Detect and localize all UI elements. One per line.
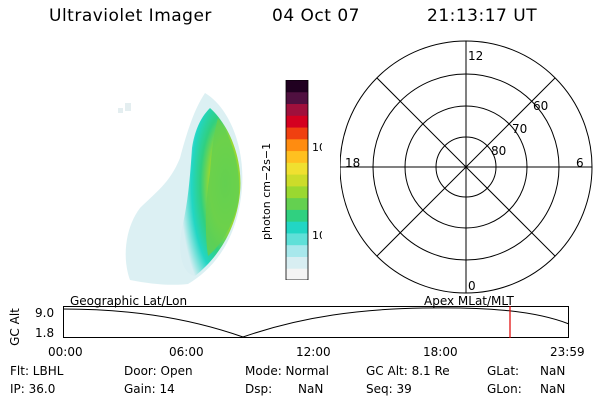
info-dsp-label: Dsp: bbox=[245, 382, 273, 396]
info-gc-alt: GC Alt: 8.1 Re bbox=[366, 364, 450, 378]
info-ip: IP: 36.0 bbox=[10, 382, 56, 396]
colorbar-segment bbox=[286, 221, 308, 234]
altitude-curve bbox=[63, 307, 570, 338]
info-flt: Flt: LBHL bbox=[10, 364, 64, 378]
timeline-y-top: 9.0 bbox=[35, 306, 55, 320]
colorbar-segment bbox=[286, 197, 308, 210]
colorbar-segment bbox=[286, 80, 308, 93]
colorbar-segment bbox=[286, 185, 308, 199]
observation-date: 04 Oct 07 bbox=[272, 6, 360, 26]
polar-label-0: 0 bbox=[468, 279, 476, 293]
polar-label-lat-70: 70 bbox=[512, 122, 527, 136]
timeline-x-tick-4: 23:59 bbox=[550, 345, 585, 359]
info-glat-value: NaN bbox=[540, 364, 566, 378]
instrument-title: Ultraviolet Imager bbox=[49, 6, 212, 26]
colorbar-segment bbox=[286, 268, 308, 280]
timeline-x-tick-3: 18:00 bbox=[423, 345, 458, 359]
colorbar-segment bbox=[286, 127, 308, 140]
colorbar: photon cm−2s−1 100 10 bbox=[262, 80, 322, 280]
timeline-x-tick-2: 12:00 bbox=[296, 345, 331, 359]
timeline-left-caption: Geographic Lat/Lon bbox=[70, 294, 188, 308]
timeline-axis-label: GC Alt bbox=[7, 308, 22, 346]
colorbar-tick-10: 10 bbox=[312, 229, 322, 242]
colorbar-segment bbox=[286, 150, 308, 163]
polar-diagonal-2 bbox=[376, 77, 556, 257]
polar-label-12: 12 bbox=[468, 49, 483, 63]
info-dsp-value: NaN bbox=[298, 382, 324, 396]
colorbar-segment bbox=[286, 174, 308, 187]
colorbar-tick-100: 100 bbox=[312, 141, 322, 154]
polar-label-lat-60: 60 bbox=[533, 99, 548, 113]
info-glon-value: NaN bbox=[540, 382, 566, 396]
colorbar-segment bbox=[286, 209, 308, 222]
colorbar-segment bbox=[286, 162, 308, 175]
timeline-right-caption: Apex MLat/MLT bbox=[424, 294, 514, 308]
colorbar-segment bbox=[286, 115, 308, 128]
timeline-x-tick-1: 06:00 bbox=[169, 345, 204, 359]
observation-time: 21:13:17 UT bbox=[427, 6, 538, 26]
colorbar-segment bbox=[286, 232, 308, 246]
info-mode: Mode: Normal bbox=[245, 364, 329, 378]
uv-image bbox=[118, 93, 243, 285]
info-door: Door: Open bbox=[124, 364, 193, 378]
timeline-y-bottom: 1.8 bbox=[35, 326, 55, 340]
colorbar-segment bbox=[286, 138, 308, 152]
info-glon-label: GLon: bbox=[487, 382, 522, 396]
colorbar-unit-label: photon cm−2s−1 bbox=[262, 143, 273, 240]
colorbar-segment bbox=[286, 244, 308, 257]
altitude-timeline bbox=[63, 306, 570, 338]
colorbar-segment bbox=[286, 256, 308, 269]
polar-label-lat-80: 80 bbox=[491, 144, 506, 158]
info-glat-label: GLat: bbox=[487, 364, 520, 378]
polar-label-18: 18 bbox=[345, 156, 360, 170]
polar-plot: 12 18 6 0 60 70 80 bbox=[340, 40, 593, 294]
colorbar-segment bbox=[286, 103, 308, 116]
colorbar-segment bbox=[286, 91, 308, 105]
info-seq: Seq: 39 bbox=[366, 382, 412, 396]
colorbar-scale bbox=[286, 80, 308, 280]
timeline-x-tick-0: 00:00 bbox=[48, 345, 83, 359]
info-gain: Gain: 14 bbox=[124, 382, 175, 396]
polar-label-6: 6 bbox=[576, 156, 584, 170]
